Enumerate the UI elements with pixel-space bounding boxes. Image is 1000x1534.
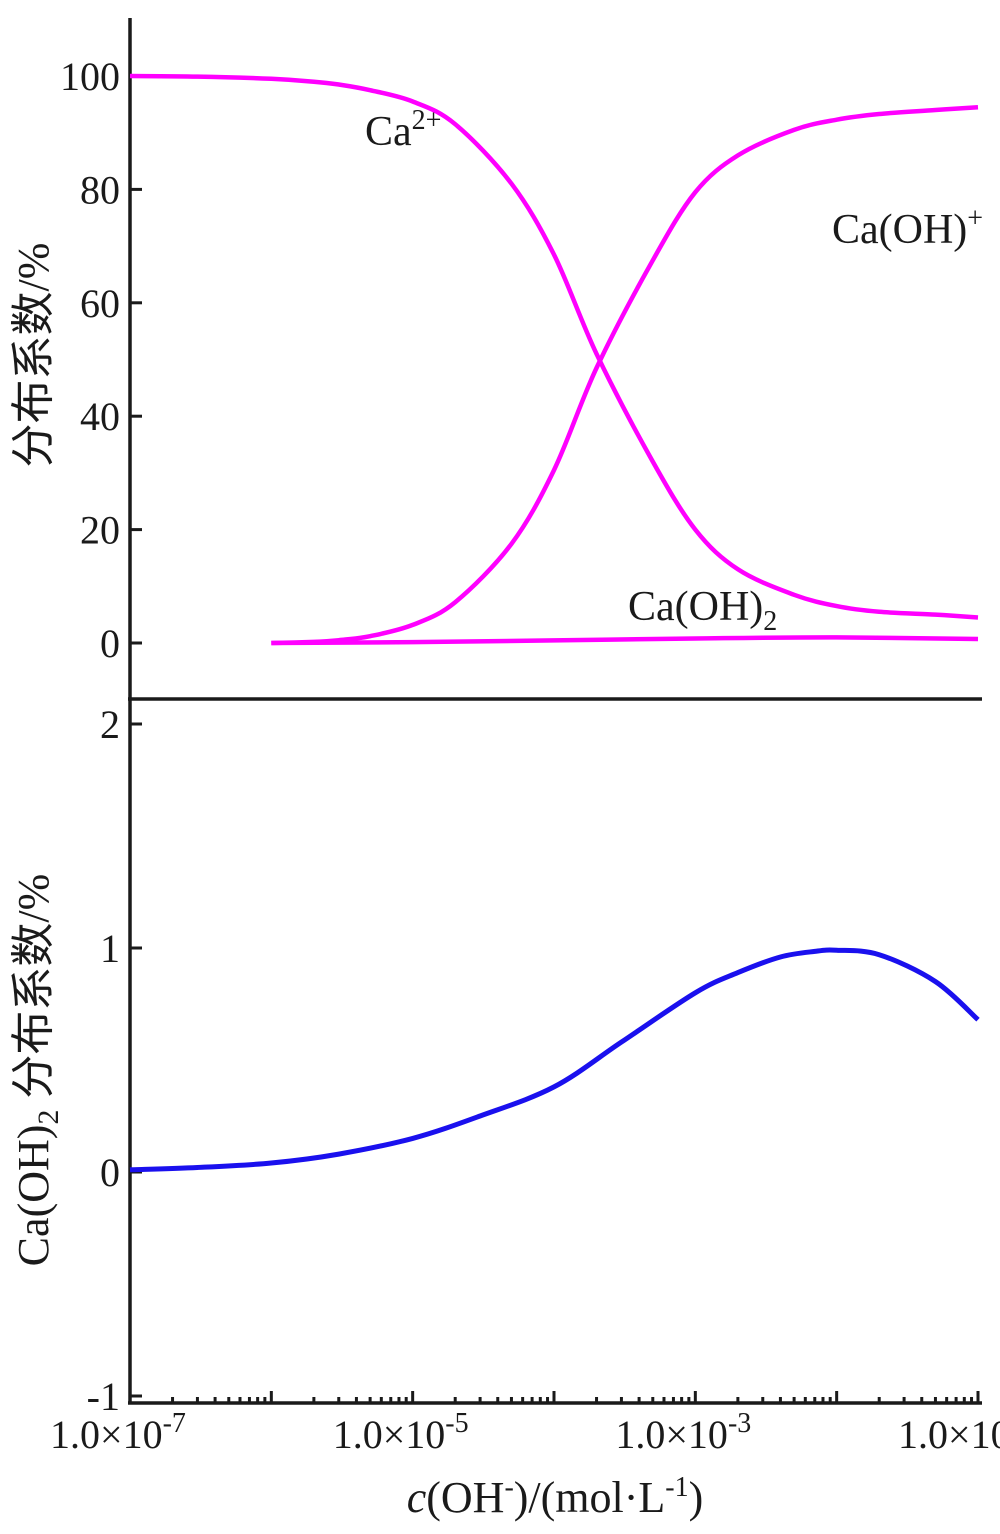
x-axis-ticks: 1.0×10-7 1.0×10-5 1.0×10-3 1.0×10-1 bbox=[50, 1391, 1000, 1457]
top-panel-ticks: 0 20 40 60 80 100 bbox=[60, 54, 142, 666]
bottom-ytick-label: -1 bbox=[87, 1374, 120, 1419]
xtick-label: 1.0×10-1 bbox=[898, 1408, 1000, 1457]
bottom-y-axis-title: Ca(OH)2 分布系数/% bbox=[9, 874, 65, 1267]
caoh2-label: Ca(OH)2 bbox=[628, 584, 777, 637]
xtick-label: 1.0×10-3 bbox=[615, 1408, 751, 1457]
top-ytick-label: 40 bbox=[80, 394, 120, 439]
top-ytick-label: 0 bbox=[100, 621, 120, 666]
caoh-plus-label: Ca(OH)+ bbox=[832, 203, 983, 253]
bottom-ytick-label: 0 bbox=[100, 1150, 120, 1195]
x-axis-title: c(OH-)/(mol·L-1) bbox=[407, 1472, 704, 1522]
caoh2-curve bbox=[271, 635, 979, 646]
xtick-label: 1.0×10-5 bbox=[333, 1408, 469, 1457]
curves-layer bbox=[129, 73, 980, 1173]
bottom-panel-ticks: -1 0 1 2 bbox=[87, 702, 142, 1419]
bottom-ytick-label: 1 bbox=[100, 926, 120, 971]
xtick-label: 1.0×10-7 bbox=[50, 1408, 186, 1457]
top-ytick-label: 60 bbox=[80, 281, 120, 326]
ca2-label: Ca2+ bbox=[365, 105, 441, 155]
caoh2-detail-curve bbox=[129, 947, 980, 1173]
top-ytick-label: 20 bbox=[80, 508, 120, 553]
top-ytick-label: 80 bbox=[80, 167, 120, 212]
top-y-axis-title: 分布系数/% bbox=[9, 243, 58, 468]
bottom-ytick-label: 2 bbox=[100, 702, 120, 747]
caoh-plus-curve bbox=[271, 104, 979, 646]
ca2-curve bbox=[129, 73, 979, 620]
top-ytick-label: 100 bbox=[60, 54, 120, 99]
